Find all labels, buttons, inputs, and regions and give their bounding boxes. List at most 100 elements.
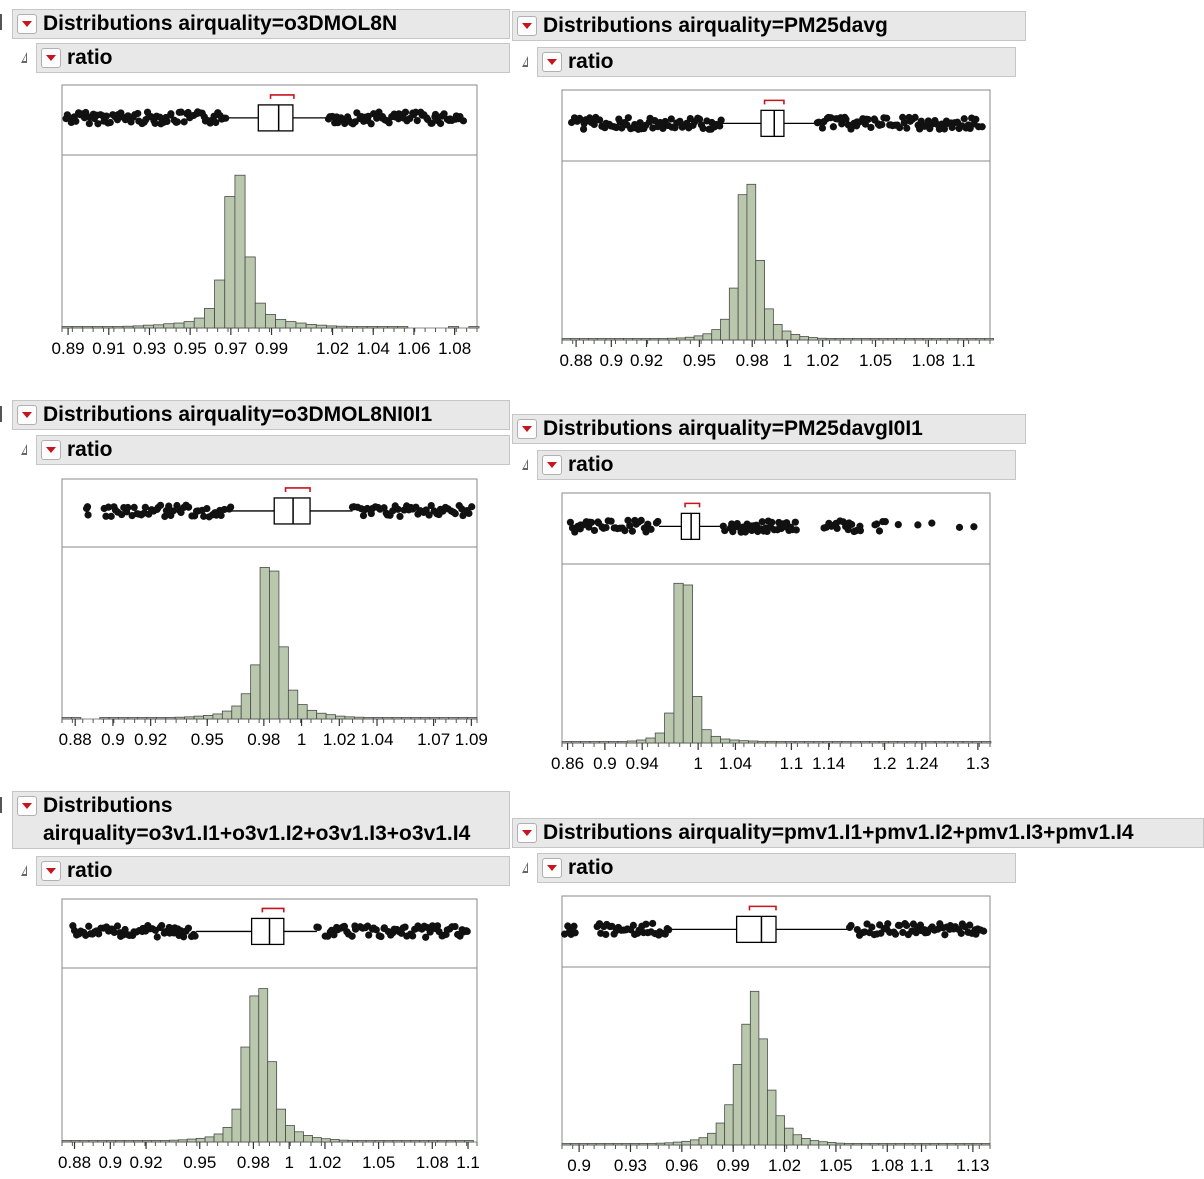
axis-tick-label: 0.9 xyxy=(599,351,623,370)
outlier-point xyxy=(184,503,193,511)
panel-header[interactable]: Distributions airquality=o3DMOL8NI0I1 xyxy=(12,400,510,430)
outlier-point xyxy=(173,118,182,126)
outlier-point xyxy=(373,114,381,122)
shortest-half-bracket xyxy=(763,99,785,105)
variable-header[interactable]: ratio xyxy=(21,43,510,73)
histogram-bar xyxy=(448,326,460,329)
outlier-point xyxy=(314,923,322,932)
red-triangle-menu-icon[interactable] xyxy=(542,52,562,72)
red-triangle-menu-icon[interactable] xyxy=(41,861,61,881)
disclosure-triangle-icon[interactable] xyxy=(522,862,528,873)
red-triangle-menu-icon[interactable] xyxy=(41,440,61,460)
outlier-point xyxy=(184,924,193,932)
variable-header[interactable]: ratio xyxy=(522,853,1016,883)
shortest-half-bracket xyxy=(269,94,295,99)
outlier-point xyxy=(721,526,729,535)
axis-tick-label: 1 xyxy=(783,351,792,370)
panel-header[interactable]: Distributions airquality=pmv1.I1+pmv1.I2… xyxy=(512,818,1204,848)
histogram-bar xyxy=(758,1038,768,1146)
outlier-point xyxy=(884,920,892,928)
axis-tick-label: 0.98 xyxy=(736,351,769,370)
histogram-bar xyxy=(963,1143,974,1146)
red-triangle-menu-icon[interactable] xyxy=(17,796,37,816)
outlier-point xyxy=(624,114,632,122)
outlier-point xyxy=(385,119,393,127)
shortest-half-bracket xyxy=(261,907,285,913)
axis-tick-label: 1.08 xyxy=(912,351,945,370)
outlier-point xyxy=(842,115,850,123)
histogram-bar xyxy=(595,1143,606,1146)
outlier-point xyxy=(955,523,964,531)
variable-header[interactable]: ratio xyxy=(522,450,1016,480)
axis-tick-label: 0.88 xyxy=(560,351,593,370)
outlier-point xyxy=(833,524,841,533)
variable-header[interactable]: ratio xyxy=(21,435,510,465)
outlier-point xyxy=(161,512,169,521)
outlier-point xyxy=(829,123,837,131)
outlier-point xyxy=(628,527,636,535)
red-triangle-menu-icon[interactable] xyxy=(17,14,37,34)
outlier-point xyxy=(856,527,865,535)
variable-header[interactable]: ratio xyxy=(522,47,1016,77)
variable-name: ratio xyxy=(568,50,614,73)
axis-tick-label: 1.2 xyxy=(873,754,897,773)
histogram-bar xyxy=(981,741,992,744)
histogram-bar xyxy=(621,1143,631,1146)
axis-tick-label: 1.05 xyxy=(859,351,892,370)
red-triangle-menu-icon[interactable] xyxy=(17,405,37,425)
shortest-half-bracket xyxy=(748,905,777,911)
histogram-bar xyxy=(269,570,280,720)
outlier-point xyxy=(878,120,886,129)
outlier-point xyxy=(883,114,891,122)
panel-header[interactable]: Distributions airquality=PM25davg xyxy=(512,11,1026,41)
histogram-bar xyxy=(861,1143,871,1146)
disclosure-triangle-icon[interactable] xyxy=(21,865,27,876)
outlier-point xyxy=(791,518,799,526)
panel-header[interactable]: Distributions airquality=PM25davgI0I1 xyxy=(512,414,1026,444)
outlier-point xyxy=(377,932,385,941)
outlier-point xyxy=(579,125,588,133)
outlier-point xyxy=(667,115,675,123)
outlier-point xyxy=(957,929,965,937)
outlier-point xyxy=(891,930,900,938)
outlier-point xyxy=(151,119,159,127)
panel-edge-mark xyxy=(0,797,2,813)
axis-tick-label: 0.88 xyxy=(59,730,92,749)
panel-header[interactable]: Distributions airquality=o3DMOL8N xyxy=(12,9,510,39)
panel-title: Distributions airquality=o3DMOL8N xyxy=(43,12,398,35)
outlier-point xyxy=(156,501,165,509)
outlier-point xyxy=(121,925,129,934)
outlier-point xyxy=(596,116,604,124)
disclosure-triangle-icon[interactable] xyxy=(522,459,528,470)
quartile-box xyxy=(250,917,285,946)
outlier-point xyxy=(626,521,634,530)
histogram-bar xyxy=(698,1137,708,1146)
red-triangle-menu-icon[interactable] xyxy=(542,858,562,878)
quartile-box xyxy=(257,104,294,132)
histogram-bar xyxy=(755,260,765,341)
histogram-bar xyxy=(749,990,760,1146)
disclosure-triangle-icon[interactable] xyxy=(522,56,528,67)
axis-tick-label: 0.98 xyxy=(237,1153,270,1172)
disclosure-triangle-icon[interactable] xyxy=(21,444,27,455)
red-triangle-menu-icon[interactable] xyxy=(41,48,61,68)
panel-header[interactable]: Distributions airquality=o3v1.I1+o3v1.I2… xyxy=(12,791,510,849)
red-triangle-menu-icon[interactable] xyxy=(517,419,537,439)
outlier-point xyxy=(867,123,875,132)
panel-title: Distributions airquality=PM25davg xyxy=(543,14,888,37)
variable-header[interactable]: ratio xyxy=(21,856,510,886)
histogram-bar xyxy=(561,1143,571,1146)
disclosure-triangle-icon[interactable] xyxy=(21,52,27,63)
red-triangle-menu-icon[interactable] xyxy=(542,455,562,475)
outlier-point xyxy=(158,921,166,930)
histogram-frame xyxy=(61,154,478,329)
histogram-bar xyxy=(630,1143,640,1146)
red-triangle-menu-icon[interactable] xyxy=(517,16,537,36)
outlier-point xyxy=(94,120,102,128)
red-triangle-menu-icon[interactable] xyxy=(517,823,537,843)
outlier-point xyxy=(900,118,908,127)
axis-tick-label: 0.9 xyxy=(567,1156,591,1175)
outlier-point xyxy=(110,928,118,937)
outlier-point xyxy=(433,922,442,930)
axis-tick-label: 1.06 xyxy=(397,339,430,358)
